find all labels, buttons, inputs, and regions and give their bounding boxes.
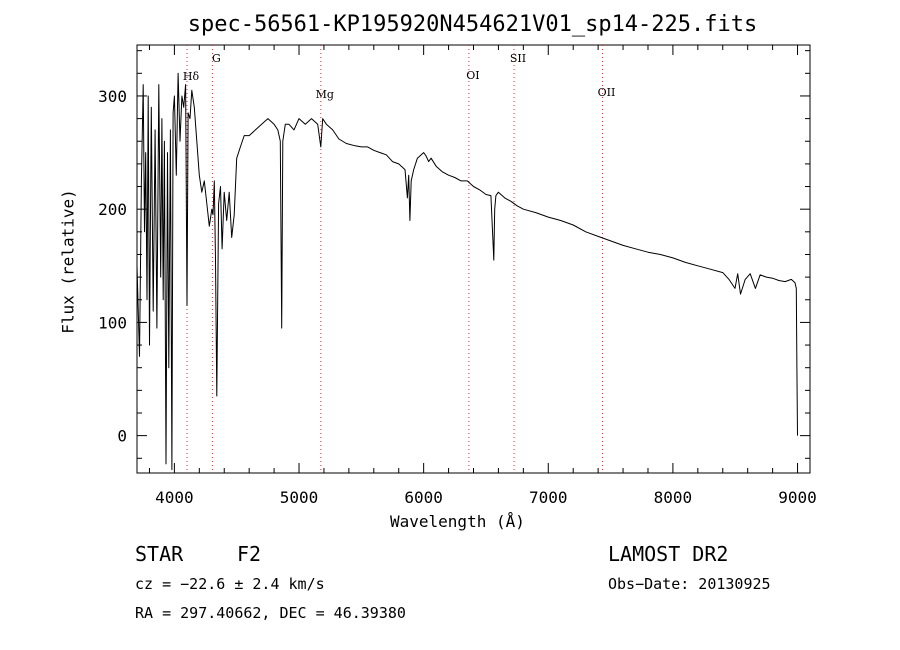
line-marker-label: OII bbox=[598, 86, 616, 99]
y-tick-label: 200 bbox=[98, 200, 127, 219]
x-tick-label: 7000 bbox=[529, 488, 568, 507]
object-subclass: F2 bbox=[237, 542, 262, 566]
observation-date: Obs−Date: 20130925 bbox=[608, 575, 771, 593]
line-marker-label: SII bbox=[510, 52, 526, 65]
plot-frame bbox=[136, 44, 811, 474]
line-marker-label: Hδ bbox=[183, 70, 200, 83]
y-tick-label: 300 bbox=[98, 87, 127, 106]
x-tick-label: 6000 bbox=[404, 488, 443, 507]
x-tick-label: 8000 bbox=[654, 488, 693, 507]
line-marker-label: OI bbox=[466, 69, 479, 82]
y-axis-label: Flux (relative) bbox=[58, 189, 78, 334]
x-axis-label: Wavelength (Å) bbox=[390, 512, 525, 531]
line-marker-label: Mg bbox=[316, 88, 334, 101]
y-tick-label: 0 bbox=[117, 427, 127, 446]
x-tick-label: 5000 bbox=[280, 488, 319, 507]
coordinates: RA = 297.40662, DEC = 46.39380 bbox=[135, 604, 406, 622]
x-tick-label: 4000 bbox=[155, 488, 194, 507]
line-marker-label: G bbox=[212, 52, 221, 65]
y-tick-label: 100 bbox=[98, 313, 127, 332]
radial-velocity: cz = −22.6 ± 2.4 km/s bbox=[135, 575, 325, 593]
object-class: STAR bbox=[135, 542, 184, 566]
survey-name: LAMOST DR2 bbox=[608, 542, 729, 566]
spectrum-line bbox=[136, 72, 798, 471]
chart-title: spec-56561-KP195920N454621V01_sp14-225.f… bbox=[187, 12, 758, 37]
x-tick-label: 9000 bbox=[778, 488, 817, 507]
